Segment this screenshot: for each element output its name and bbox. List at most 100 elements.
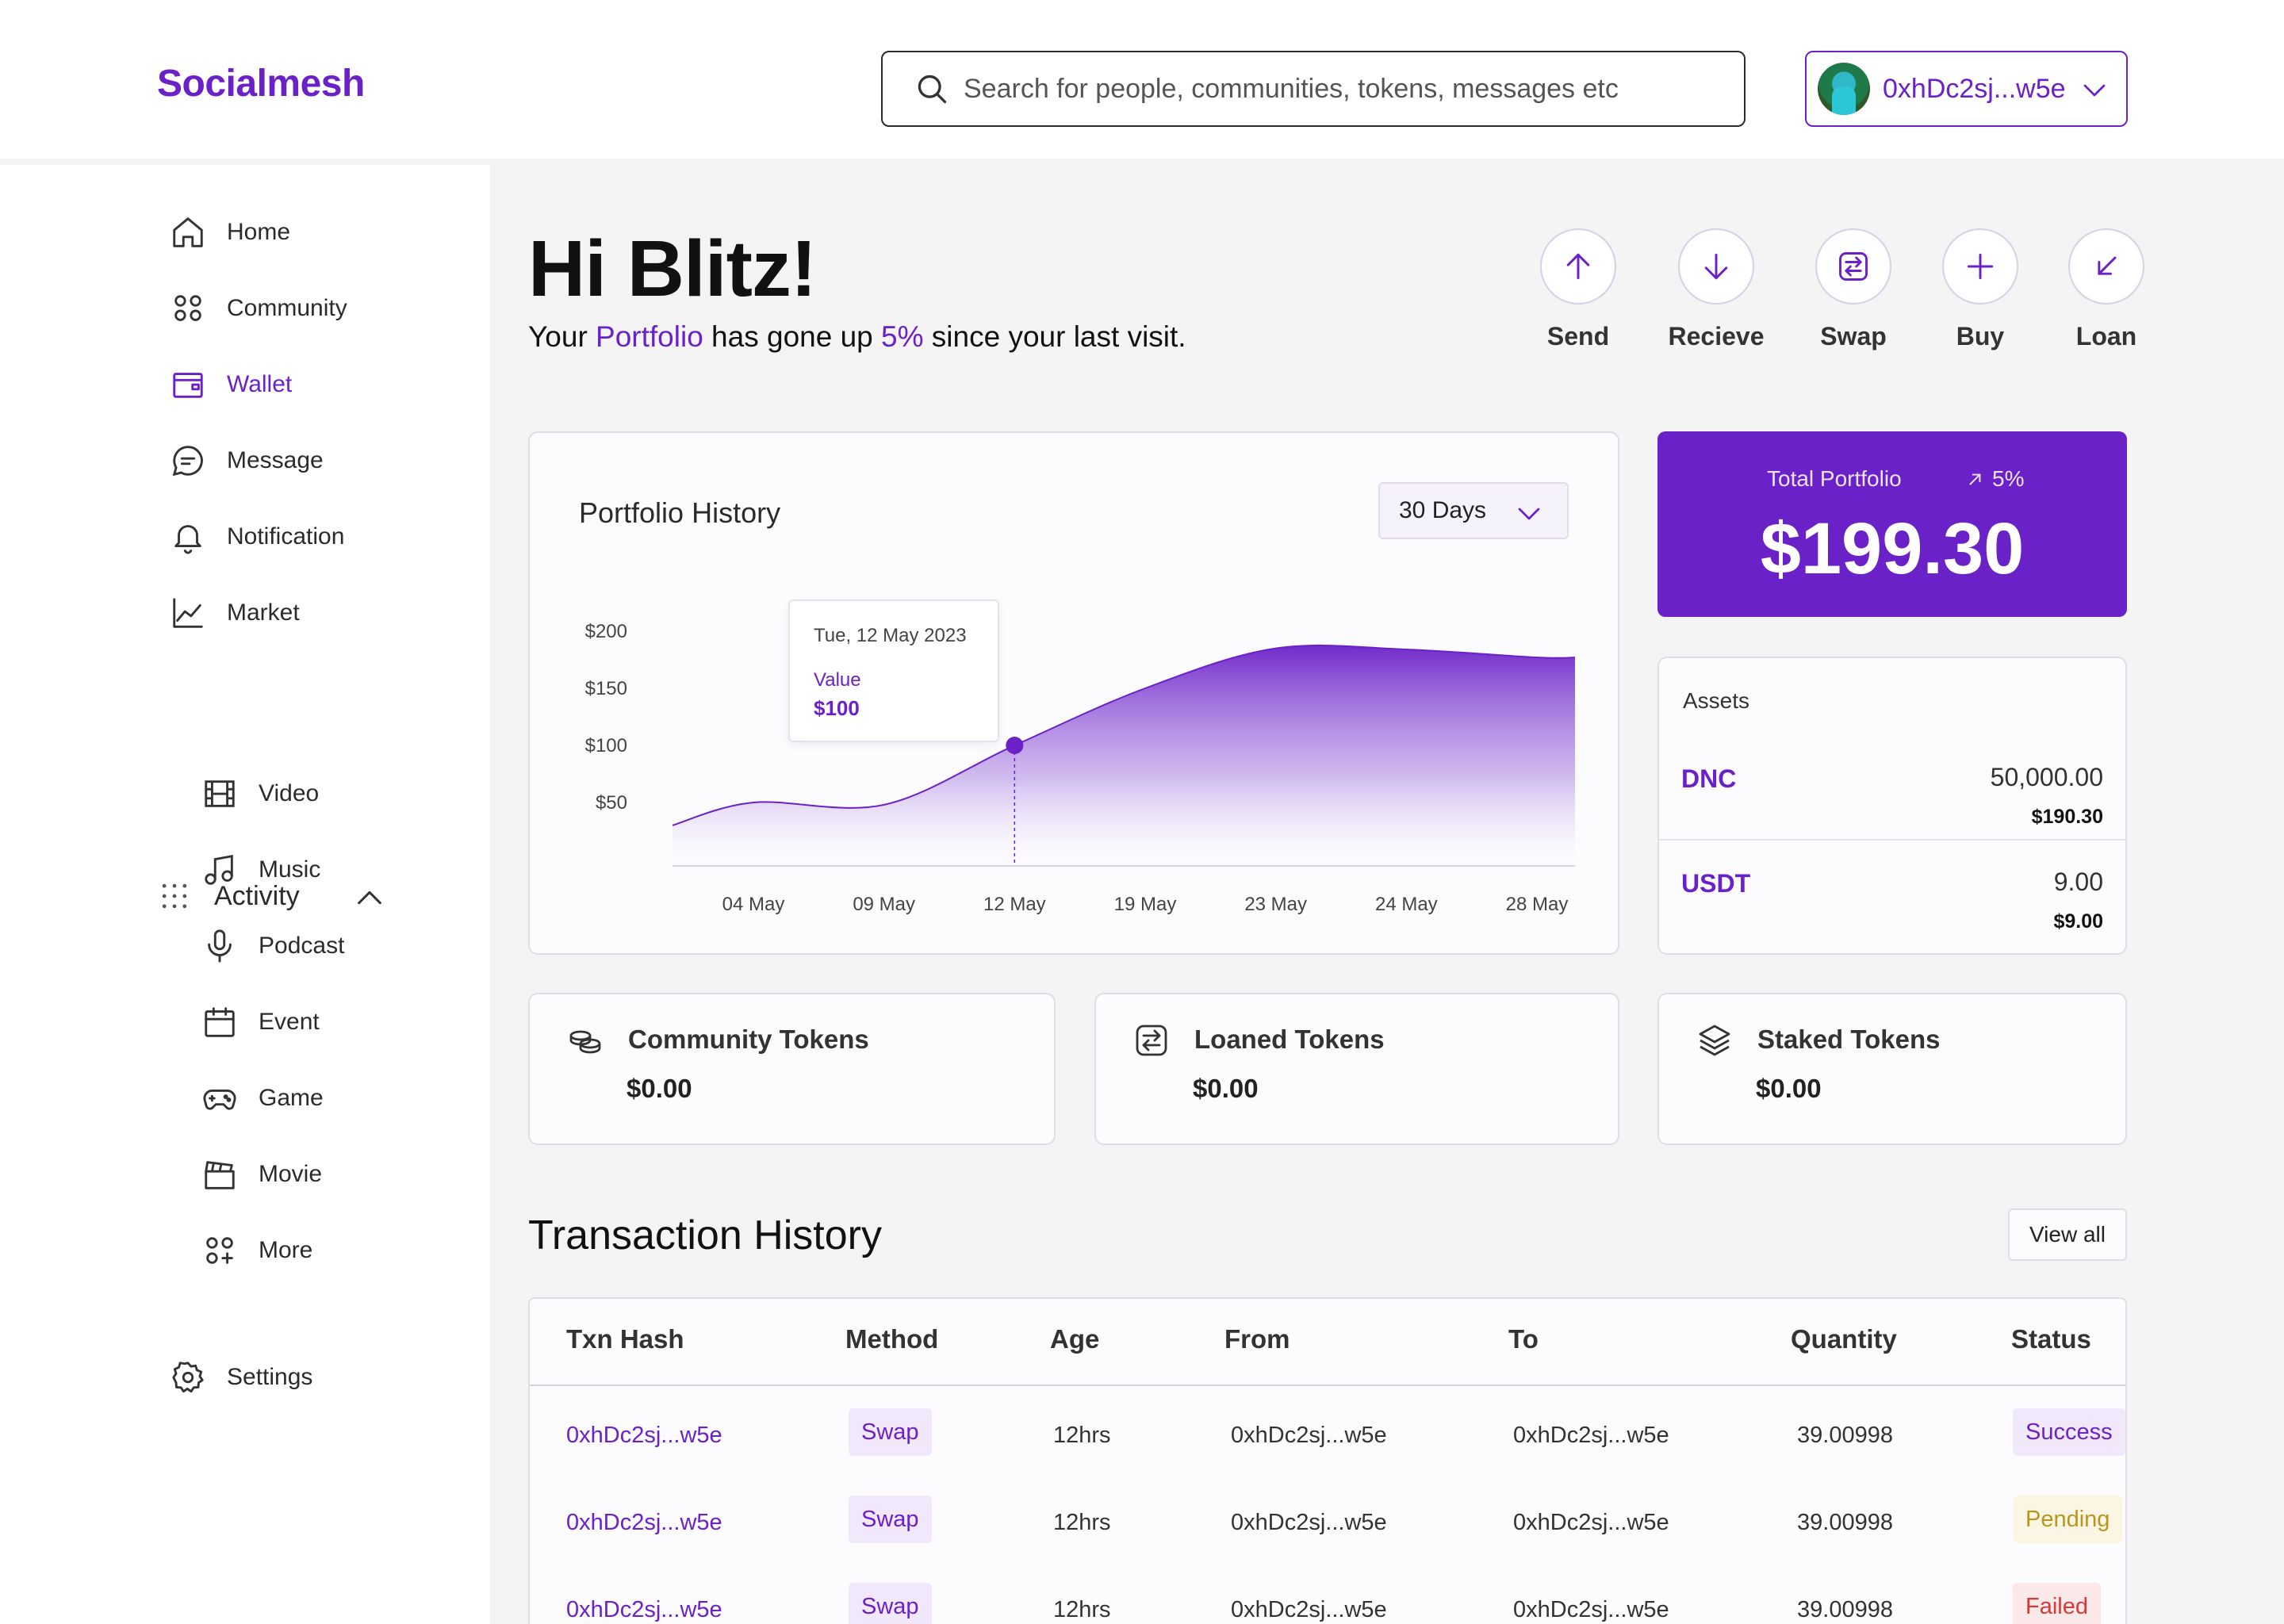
total-portfolio-value: $199.30 xyxy=(1760,508,2025,589)
column-header[interactable]: From xyxy=(1224,1324,1290,1354)
sidebar-item-wallet[interactable]: Wallet xyxy=(170,366,292,403)
portfolio-link[interactable]: Portfolio xyxy=(596,320,703,353)
txn-hash-link[interactable]: 0xhDc2sj...w5e xyxy=(566,1597,722,1622)
sidebar-item-home[interactable]: Home xyxy=(170,214,290,251)
swap-button[interactable]: Swap xyxy=(1798,228,1909,351)
column-header[interactable]: To xyxy=(1508,1324,1539,1354)
sidebar-item-video[interactable]: Video xyxy=(201,776,319,812)
y-tick-label: $50 xyxy=(596,792,627,814)
total-portfolio-change: 5% xyxy=(1965,466,2024,492)
asset-quantity: 50,000.00 xyxy=(1990,763,2103,791)
loan-button[interactable]: Loan xyxy=(2051,228,2162,351)
clapperboard-icon xyxy=(205,1161,235,1189)
portfolio-chart[interactable]: $200 $150 $100 $50 04 May 09 May 12 May 19 May… xyxy=(530,433,1618,953)
column-header[interactable]: Txn Hash xyxy=(566,1324,684,1354)
asset-usd-value: $190.30 xyxy=(2031,806,2103,828)
table-row[interactable]: 0xhDc2sj...w5e Swap 12hrs 0xhDc2sj...w5e… xyxy=(530,1570,2125,1624)
range-select[interactable]: 30 Days xyxy=(1378,482,1569,539)
table-row[interactable]: 0xhDc2sj...w5e Swap 12hrs 0xhDc2sj...w5e… xyxy=(530,1483,2125,1570)
avatar xyxy=(1818,63,1870,115)
more-apps-icon xyxy=(206,1237,233,1264)
buy-button[interactable]: Buy xyxy=(1925,228,2036,351)
chart-highlight-point[interactable] xyxy=(1006,737,1024,754)
token-name: Loaned Tokens xyxy=(1194,1025,1385,1054)
chart-line xyxy=(672,644,1576,826)
x-tick-label: 24 May xyxy=(1375,894,1438,915)
activity-section-toggle[interactable]: Activity xyxy=(157,879,381,914)
page-title: Hi Blitz! xyxy=(528,224,817,313)
x-tick-label: 04 May xyxy=(722,894,785,915)
staked-tokens-card[interactable]: Staked Tokens $0.00 xyxy=(1657,993,2127,1145)
coins-icon xyxy=(569,1030,601,1054)
sidebar-item-movie[interactable]: Movie xyxy=(201,1156,322,1193)
sidebar-item-event[interactable]: Event xyxy=(201,1004,320,1040)
community-icon xyxy=(174,295,201,321)
txn-hash-link[interactable]: 0xhDc2sj...w5e xyxy=(566,1510,722,1535)
gear-icon xyxy=(172,1362,204,1393)
txn-age: 12hrs xyxy=(1053,1597,1111,1622)
account-dropdown[interactable]: 0xhDc2sj...w5e xyxy=(1805,51,2128,127)
txn-to[interactable]: 0xhDc2sj...w5e xyxy=(1513,1423,1669,1448)
chart-tooltip: Tue, 12 May 2023 Value $100 xyxy=(788,599,999,742)
app-logo[interactable]: Socialmesh xyxy=(157,63,365,105)
search-input[interactable] xyxy=(964,73,1725,105)
column-header[interactable]: Method xyxy=(845,1324,939,1354)
search-icon xyxy=(918,75,947,104)
home-icon xyxy=(173,217,203,247)
sidebar-item-game[interactable]: Game xyxy=(201,1080,324,1116)
main-content: Hi Blitz! Your Portfolio has gone up 5% … xyxy=(490,159,2284,1624)
sidebar-item-music[interactable]: Music xyxy=(201,852,320,888)
range-value: 30 Days xyxy=(1399,497,1487,523)
status-badge: Success xyxy=(2013,1408,2125,1456)
asset-row[interactable]: DNC 50,000.00 $190.30 xyxy=(1659,737,2125,841)
loaned-tokens-card[interactable]: Loaned Tokens $0.00 xyxy=(1094,993,1619,1145)
method-badge: Swap xyxy=(849,1496,932,1543)
dots-grid-icon xyxy=(162,883,187,909)
chevron-down-icon xyxy=(1518,508,1540,520)
receive-button[interactable]: Recieve xyxy=(1661,228,1772,351)
txn-from[interactable]: 0xhDc2sj...w5e xyxy=(1231,1510,1387,1535)
sidebar-item-settings[interactable]: Settings xyxy=(170,1359,312,1396)
activity-label: Activity xyxy=(214,880,300,911)
sidebar-item-podcast[interactable]: Podcast xyxy=(201,928,344,964)
community-tokens-card[interactable]: Community Tokens $0.00 xyxy=(528,993,1056,1145)
x-tick-label: 23 May xyxy=(1244,894,1307,915)
column-header[interactable]: Status xyxy=(2011,1324,2091,1354)
view-all-button[interactable]: View all xyxy=(2008,1208,2127,1261)
sidebar-item-market[interactable]: Market xyxy=(170,595,300,631)
top-bar: Socialmesh 0xhDc2sj...w5e xyxy=(0,0,2284,159)
x-tick-label: 12 May xyxy=(983,894,1046,915)
asset-symbol: DNC xyxy=(1681,764,1737,793)
status-badge: Failed xyxy=(2013,1583,2101,1624)
status-badge: Pending xyxy=(2013,1496,2123,1543)
send-button[interactable]: Send xyxy=(1523,228,1634,351)
swap-icon xyxy=(1136,1025,1167,1056)
calendar-icon xyxy=(205,1007,235,1037)
asset-usd-value: $9.00 xyxy=(2053,910,2103,933)
total-portfolio-label: Total Portfolio xyxy=(1767,466,1902,491)
table-row[interactable]: 0xhDc2sj...w5e Swap 12hrs 0xhDc2sj...w5e… xyxy=(530,1396,2125,1483)
txn-hash-link[interactable]: 0xhDc2sj...w5e xyxy=(566,1423,722,1448)
sidebar-item-message[interactable]: Message xyxy=(170,442,324,479)
sidebar-item-more[interactable]: More xyxy=(201,1232,312,1269)
chart-line-icon xyxy=(173,598,203,628)
txn-to[interactable]: 0xhDc2sj...w5e xyxy=(1513,1597,1669,1622)
txn-from[interactable]: 0xhDc2sj...w5e xyxy=(1231,1597,1387,1622)
sidebar-item-community[interactable]: Community xyxy=(170,290,347,327)
y-tick-label: $100 xyxy=(585,735,627,756)
portfolio-change: 5% xyxy=(881,320,924,353)
asset-row[interactable]: USDT 9.00 $9.00 xyxy=(1659,842,2125,945)
bell-icon xyxy=(174,525,201,554)
tooltip-label: Value xyxy=(814,669,861,691)
microphone-icon xyxy=(208,929,232,963)
token-value: $0.00 xyxy=(627,1074,692,1103)
swap-icon xyxy=(1839,252,1868,281)
txn-to[interactable]: 0xhDc2sj...w5e xyxy=(1513,1510,1669,1535)
search-bar[interactable] xyxy=(881,51,1746,127)
txn-from[interactable]: 0xhDc2sj...w5e xyxy=(1231,1423,1387,1448)
plus-icon xyxy=(1967,253,1994,280)
sidebar-item-notification[interactable]: Notification xyxy=(170,519,344,555)
layers-icon xyxy=(1699,1025,1730,1056)
column-header[interactable]: Age xyxy=(1050,1324,1100,1354)
column-header[interactable]: Quantity xyxy=(1791,1324,1897,1354)
